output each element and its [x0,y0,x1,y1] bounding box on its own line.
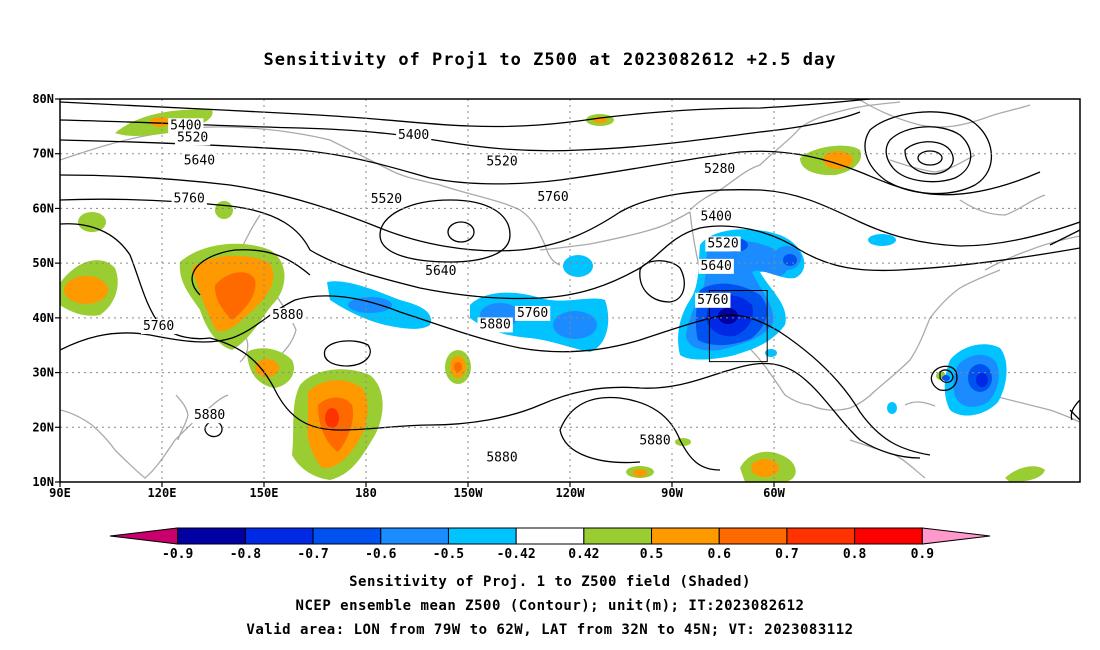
contour-label: 5640 [701,259,732,274]
colorbar-segment [515,527,585,545]
colorbar-segment [718,527,788,545]
lon-tick-label: 90E [49,486,71,500]
contour-label: 5880 [194,408,225,423]
colorbar-tick-label: -0.9 [162,547,193,562]
contour-label: 5880 [486,450,517,465]
contour-label-background [368,192,405,208]
colorbar-segment [244,527,314,545]
lon-tick-label: 180 [355,486,377,500]
latitude-axis: 80N 70N 60N 50N 40N 30N 20N 10N [32,92,60,489]
colorbar-end-triangle [921,527,991,545]
colorbar-tick-label: -0.42 [497,547,536,562]
contour-label-background [395,128,432,144]
lon-tick-label: 120W [556,486,586,500]
contour-label: 5880 [480,317,511,332]
colorbar-tick-label: 0.7 [775,547,798,562]
contour-label: 5520 [486,154,517,169]
lat-tick-label: 30N [32,366,54,380]
contour-label-background [695,292,731,308]
contour-label-background [484,154,520,170]
contour-label: 5880 [272,308,303,323]
contour-label-background [423,263,459,279]
lon-tick-label: 150E [250,486,279,500]
colorbar-segment [583,527,653,545]
contour-label-background [181,153,218,169]
colorbar-segment [786,527,856,545]
colorbar-segment [854,527,923,545]
lat-tick-label: 50N [32,256,54,270]
contour-label: 5760 [174,192,205,207]
contour-label-background [168,118,204,134]
contour-label: 5400 [398,128,429,143]
contour-label-background [174,130,211,146]
colorbar: -0.9 -0.8 -0.7 -0.6 -0.5 -0.42 0.42 0.5 0.6 0.7 0.… [109,527,991,562]
lon-tick-label: 120E [148,486,177,500]
contour-label: 5280 [704,162,735,177]
colorbar-tick-label: 0.9 [911,547,934,562]
contour-label: 5760 [537,190,568,205]
contour-label-background [270,308,306,324]
contour-label: 5640 [184,153,215,168]
colorbar-end-triangle [109,527,179,545]
lat-tick-label: 40N [32,311,54,325]
footer-line-3: Valid area: LON from 79W to 62W, LAT fro… [246,622,854,638]
lat-tick-label: 10N [32,475,54,489]
contour-label: 5400 [701,210,732,225]
map-title: Sensitivity of Proj1 to Z500 at 20230826… [263,50,837,70]
colorbar-segment [447,527,517,545]
contour-label: 5760 [143,319,174,334]
lat-tick-label: 80N [32,92,54,106]
colorbar-segment [177,527,246,545]
colorbar-tick-label: 0.8 [843,547,867,562]
contour-label-background [535,189,571,205]
contour-label-background [140,319,177,335]
lon-tick-label: 90W [661,486,683,500]
colorbar-segment [312,527,382,545]
contour-label-background [698,209,734,225]
colorbar-tick-label: 0.42 [568,547,599,562]
contour-label: 5760 [697,293,728,308]
contour-label-background [171,191,207,207]
contour-label-background [705,236,741,252]
footer-line-2: NCEP ensemble mean Z500 (Contour); unit(… [295,598,805,614]
colorbar-tick-label: 0.6 [707,547,731,562]
contour-label: 5520 [177,130,208,145]
contour-label: 5760 [517,306,548,321]
contour-label-background [477,317,513,333]
lat-tick-label: 60N [32,201,54,215]
footer-line-1: Sensitivity of Proj. 1 to Z500 field (Sh… [349,574,751,590]
contour-label-background [514,305,551,321]
contour-label-background [701,162,738,178]
colorbar-tick-label: -0.7 [297,547,328,562]
colorbar-tick-label: -0.8 [230,547,261,562]
longitude-axis: 90E 120E 150E 180 150W 120W 90W 60W [49,482,786,500]
grid-lines [60,99,1080,482]
lat-tick-label: 70N [32,147,54,161]
contour-label: 5520 [371,192,402,207]
colorbar-tick-label: -0.5 [433,547,464,562]
contour-label-background [484,450,520,466]
valid-area-box [708,290,768,363]
lat-tick-label: 20N [32,420,54,434]
lon-tick-label: 60W [763,486,785,500]
z500-contours [60,99,1080,471]
contour-label: 5400 [170,118,201,133]
contour-labels: 5400552056405760576058805880540055205640… [140,118,741,466]
colorbar-tick-label: 0.5 [640,547,663,562]
lon-tick-label: 150W [454,486,484,500]
colorbar-segment [380,527,449,545]
contour-label: 5520 [707,236,738,251]
colorbar-segment [651,527,720,545]
contour-label-background [637,433,673,449]
colorbar-tick-label: -0.6 [365,547,396,562]
contour-label-background [698,258,734,274]
contour-label-background [191,408,228,424]
contour-label: 5880 [639,433,670,448]
contour-label: 5640 [425,264,456,279]
